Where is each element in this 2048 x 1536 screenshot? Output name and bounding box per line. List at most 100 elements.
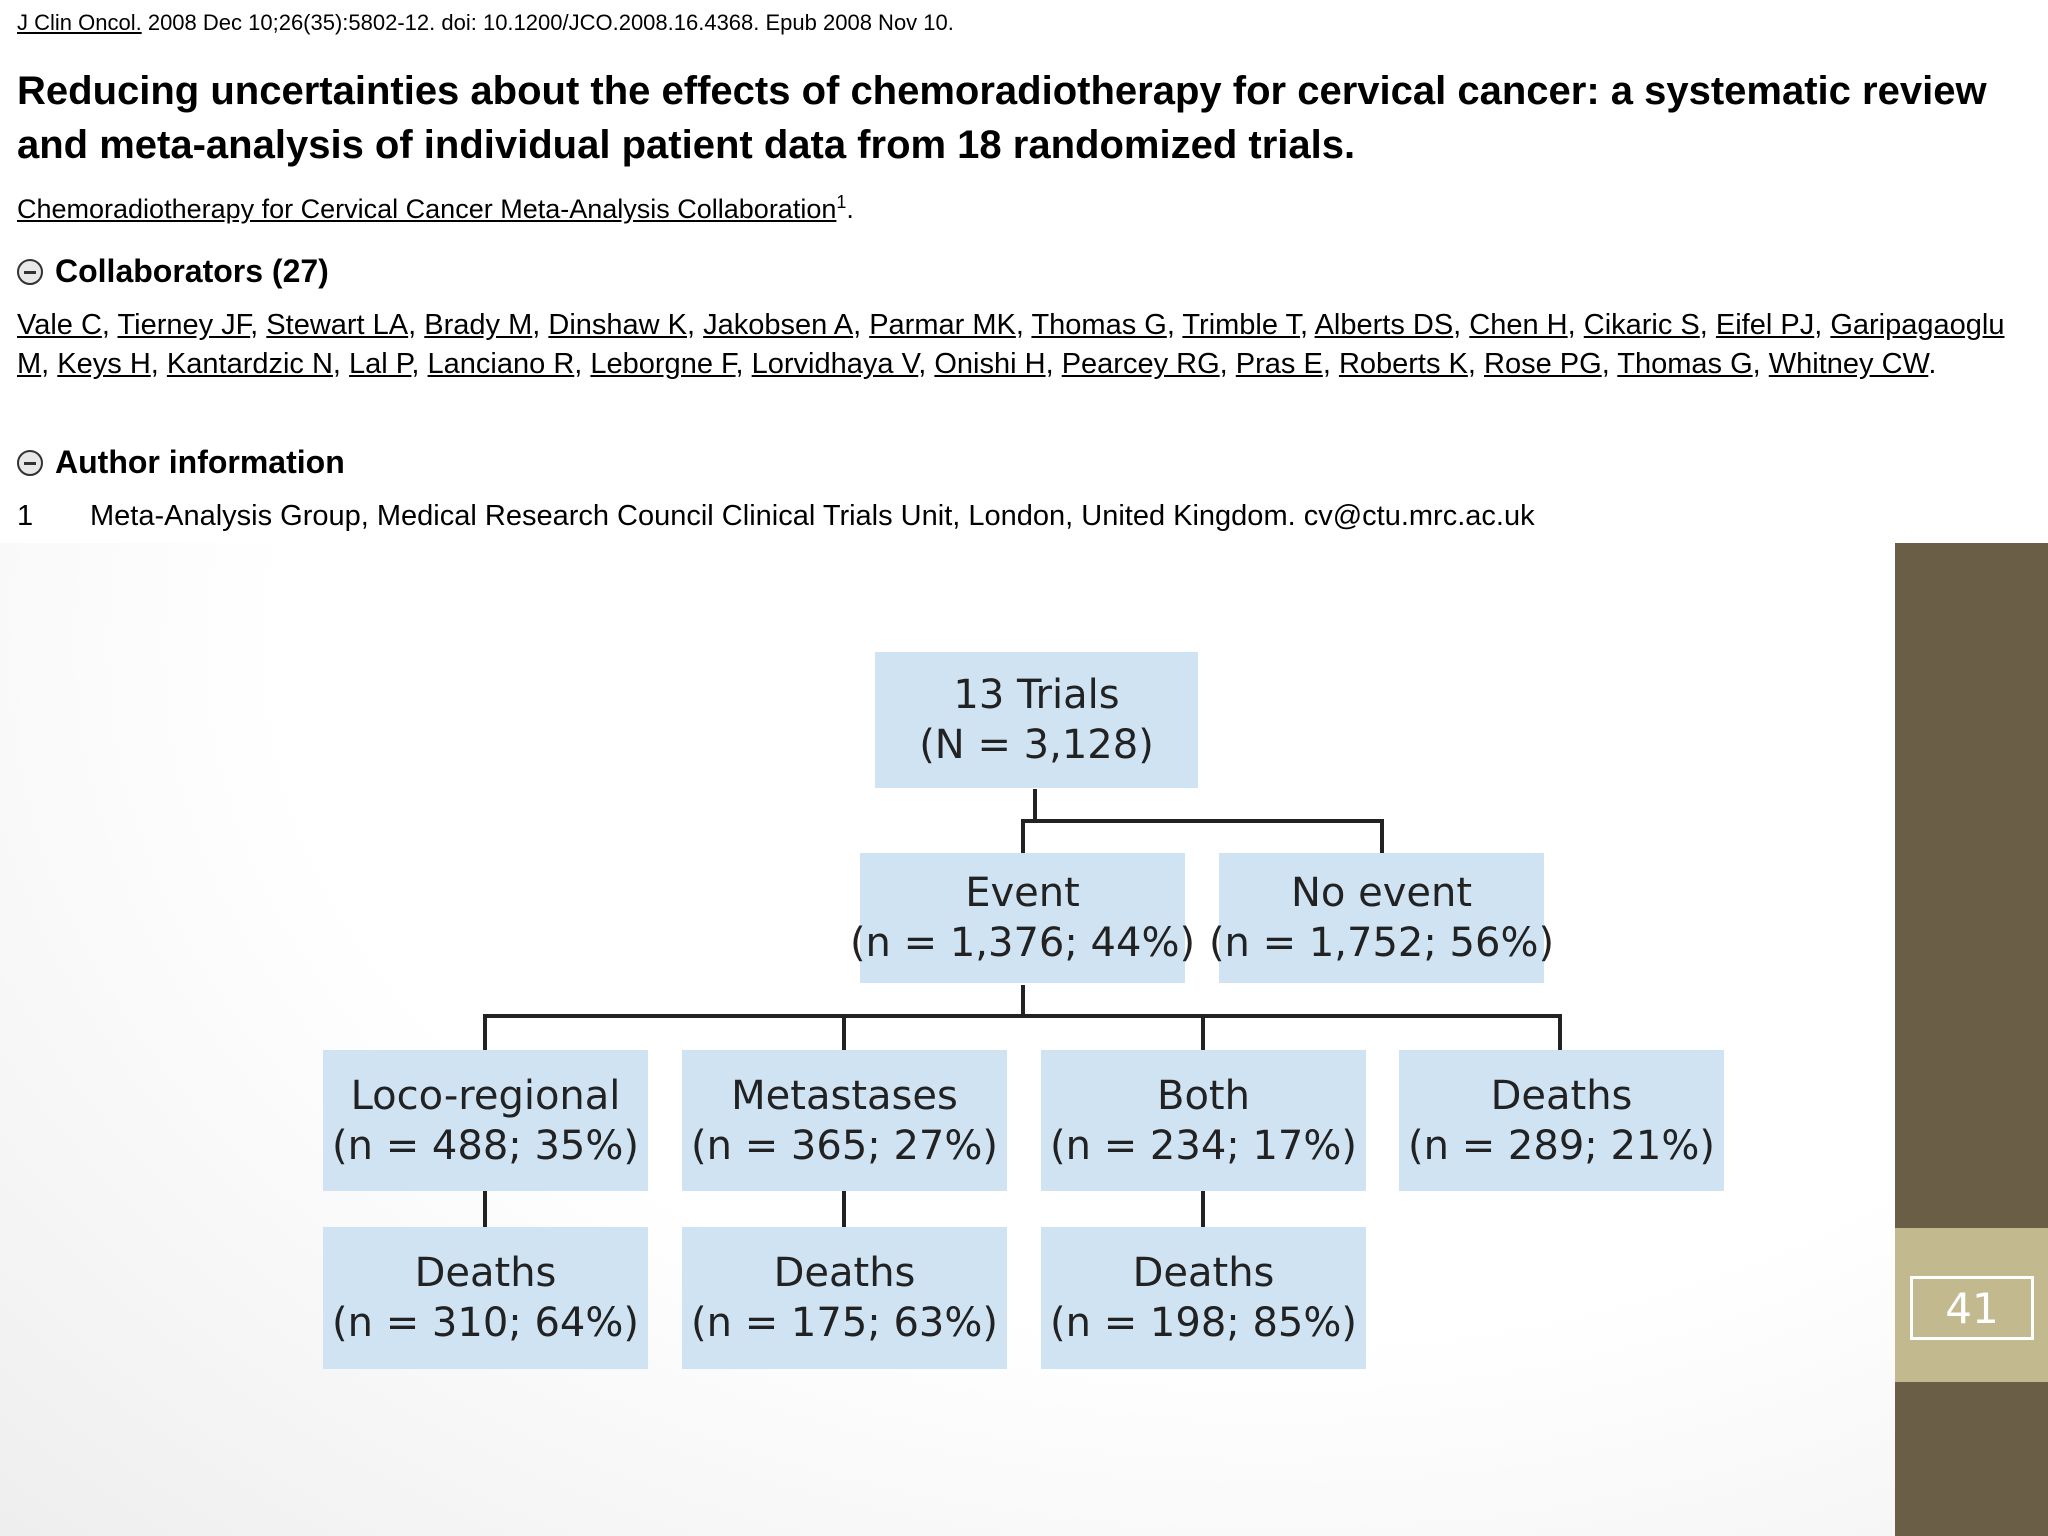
connector-to-event — [1021, 819, 1025, 853]
collaborator-link[interactable]: Brady M — [424, 309, 533, 341]
affiliation-text: Meta-Analysis Group, Medical Research Co… — [90, 500, 1535, 532]
slide-sidebar — [1895, 543, 2048, 1536]
affiliation: 1 Meta-Analysis Group, Medical Research C… — [17, 500, 1535, 533]
collaborator-separator: , — [1300, 309, 1315, 341]
collaborator-link[interactable]: Thomas G — [1617, 348, 1753, 380]
collaborator-link[interactable]: Kantardzic N — [166, 348, 333, 380]
connector-to-both — [1201, 1014, 1205, 1050]
journal-link[interactable]: J Clin Oncol. — [17, 10, 142, 35]
box-label: Both — [1157, 1072, 1250, 1119]
box-deaths-loco: Deaths (n = 310; 64%) — [323, 1227, 648, 1369]
collaborator-separator: , — [1752, 348, 1769, 380]
box-value: (n = 488; 35%) — [332, 1122, 639, 1169]
collaborator-separator: , — [1219, 348, 1236, 380]
box-label: Deaths — [414, 1250, 557, 1296]
collaborator-link[interactable]: Dinshaw K — [548, 309, 687, 341]
collaborator-link[interactable]: Thomas G — [1031, 309, 1167, 341]
connector-to-deaths-direct — [1558, 1014, 1562, 1050]
box-label: Deaths — [1132, 1250, 1275, 1296]
author-line-end: . — [846, 194, 854, 224]
collaborator-separator: , — [1567, 309, 1584, 341]
author-line: Chemoradiotherapy for Cervical Cancer Me… — [17, 192, 854, 225]
box-value: (n = 175; 63%) — [691, 1300, 998, 1346]
collaborator-link[interactable]: Lal P — [349, 348, 412, 380]
box-value: (n = 1,752; 56%) — [1208, 920, 1555, 966]
collapse-icon[interactable] — [17, 449, 43, 476]
collaborator-link[interactable]: Garipagaoglu M — [17, 309, 2005, 380]
collaborator-link[interactable]: Chen H — [1469, 309, 1568, 341]
collaborator-separator: , — [574, 348, 591, 380]
collaborator-separator: , — [532, 309, 549, 341]
connector-to-metastases — [842, 1014, 846, 1050]
collaborator-link[interactable]: Onishi H — [934, 348, 1046, 380]
box-value: (n = 234; 17%) — [1050, 1122, 1357, 1169]
box-value: (n = 365; 27%) — [691, 1122, 998, 1169]
collaborator-separator: , — [411, 348, 428, 380]
collaborator-separator: . — [1928, 348, 1937, 380]
collaborator-link[interactable]: Alberts DS — [1314, 309, 1454, 341]
collaborator-link[interactable]: Trimble T — [1182, 309, 1301, 341]
connector-event-branch — [483, 1014, 1562, 1018]
collaborator-separator: , — [332, 348, 350, 380]
collaborators-list: Vale C, Tierney JF, Stewart LA, Brady M,… — [17, 306, 2027, 384]
box-value: (n = 310; 64%) — [332, 1300, 639, 1346]
connector-to-locoregional — [483, 1014, 487, 1050]
box-no-event: No event (n = 1,752; 56%) — [1209, 853, 1554, 983]
collaborator-separator: , — [1467, 348, 1485, 380]
collaborator-link[interactable]: Pras E — [1235, 348, 1323, 380]
citation-details: 2008 Dec 10;26(35):5802-12. doi: 10.1200… — [141, 10, 954, 35]
box-both: Both (n = 234; 17%) — [1041, 1050, 1366, 1191]
author-affiliation-sup: 1 — [836, 192, 847, 212]
connector-loco-deaths — [483, 1191, 487, 1227]
affiliation-number: 1 — [17, 500, 34, 532]
box-label: Metastases — [731, 1072, 958, 1119]
collaborator-link[interactable]: Lorvidhaya V — [751, 348, 919, 380]
citation: J Clin Oncol. 2008 Dec 10;26(35):5802-12… — [17, 10, 954, 36]
collaborator-link[interactable]: Pearcey RG — [1061, 348, 1220, 380]
collaborator-separator: , — [101, 309, 118, 341]
box-label: Loco-regional — [350, 1072, 621, 1119]
collaborator-link[interactable]: Lanciano R — [427, 348, 575, 380]
box-value: (n = 1,376; 44%) — [849, 920, 1196, 966]
collaborator-separator: , — [687, 309, 704, 341]
collaborator-link[interactable]: Stewart LA — [266, 309, 409, 341]
collaborator-link[interactable]: Keys H — [57, 348, 151, 380]
author-group-link[interactable]: Chemoradiotherapy for Cervical Cancer Me… — [17, 194, 837, 224]
collaborator-separator: , — [41, 348, 58, 380]
collaborators-toggle[interactable]: Collaborators (27) — [17, 253, 329, 290]
collaborator-link[interactable]: Rose PG — [1484, 348, 1602, 380]
author-info-toggle[interactable]: Author information — [17, 444, 345, 481]
box-metastases: Metastases (n = 365; 27%) — [682, 1050, 1007, 1191]
collaborator-link[interactable]: Eifel PJ — [1715, 309, 1815, 341]
connector-both-deaths — [1201, 1191, 1205, 1227]
collapse-icon[interactable] — [17, 258, 43, 285]
collaborator-separator: , — [250, 309, 267, 341]
collaborator-link[interactable]: Jakobsen A — [703, 309, 854, 341]
collaborator-link[interactable]: Cikaric S — [1583, 309, 1700, 341]
collaborator-separator: , — [735, 348, 752, 380]
box-label: 13 Trials — [953, 672, 1120, 718]
box-event: Event (n = 1,376; 44%) — [850, 853, 1195, 983]
box-value: (N = 3,128) — [919, 722, 1154, 768]
box-label: Event — [965, 870, 1080, 916]
article-header: J Clin Oncol. 2008 Dec 10;26(35):5802-12… — [0, 0, 2048, 543]
box-locoregional: Loco-regional (n = 488; 35%) — [323, 1050, 648, 1191]
box-deaths-meta: Deaths (n = 175; 63%) — [682, 1227, 1007, 1369]
collaborator-separator: , — [1015, 309, 1032, 341]
collaborators-heading: Collaborators (27) — [55, 253, 329, 289]
article-title: Reducing uncertainties about the effects… — [17, 69, 1987, 167]
collaborator-link[interactable]: Leborgne F — [590, 348, 736, 380]
connector-event-down — [1021, 985, 1025, 1017]
connector-meta-deaths — [842, 1191, 846, 1227]
collaborator-separator: , — [1166, 309, 1183, 341]
collaborator-separator: , — [1814, 309, 1831, 341]
box-deaths-direct: Deaths (n = 289; 21%) — [1399, 1050, 1724, 1191]
collaborator-link[interactable]: Parmar MK — [869, 309, 1016, 341]
collaborator-link[interactable]: Tierney JF — [117, 309, 251, 341]
author-info-heading: Author information — [55, 444, 345, 480]
collaborator-link[interactable]: Vale C — [17, 309, 102, 341]
box-label: No event — [1290, 870, 1473, 916]
collaborator-link[interactable]: Whitney CW — [1768, 348, 1929, 380]
connector-to-no-event — [1380, 819, 1384, 853]
collaborator-link[interactable]: Roberts K — [1338, 348, 1468, 380]
